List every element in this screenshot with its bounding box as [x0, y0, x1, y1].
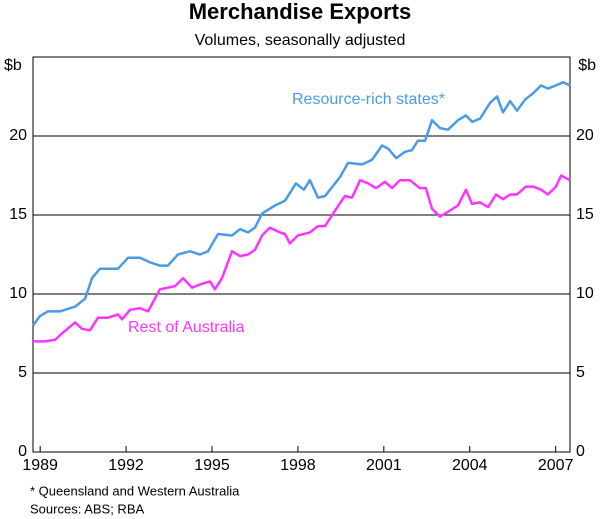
- y-tick-label: 15: [9, 206, 27, 223]
- y-tick-label: 5: [18, 364, 27, 381]
- y-tick-label: 20: [9, 127, 27, 144]
- series-label: Resource-rich states*: [292, 91, 445, 108]
- x-tick-label: 1995: [194, 457, 230, 474]
- y-tick-label-right: 15: [576, 206, 594, 223]
- x-tick-label: 2007: [538, 457, 574, 474]
- y-tick-label-right: 5: [576, 364, 585, 381]
- series-line: [33, 174, 571, 343]
- x-tick-label: 2001: [366, 457, 402, 474]
- x-tick-label: 2004: [452, 457, 488, 474]
- x-tick-label: 1989: [22, 457, 58, 474]
- y-unit-right: $b: [578, 57, 596, 74]
- sources: Sources: ABS; RBA: [30, 501, 144, 516]
- chart-subtitle: Volumes, seasonally adjusted: [195, 32, 406, 49]
- series-line: [31, 81, 571, 327]
- series-label: Rest of Australia: [128, 319, 245, 336]
- chart-title: Merchandise Exports: [189, 0, 412, 24]
- y-tick-label: 0: [18, 443, 27, 460]
- y-tick-label-right: 0: [576, 443, 585, 460]
- y-unit-left: $b: [4, 57, 22, 74]
- footnote: * Queensland and Western Australia: [30, 483, 240, 498]
- x-tick-label: 1992: [108, 457, 144, 474]
- y-tick-label-right: 20: [576, 127, 594, 144]
- y-tick-label-right: 10: [576, 285, 594, 302]
- y-tick-label: 10: [9, 285, 27, 302]
- plot-frame: [32, 56, 571, 453]
- x-tick-label: 1998: [280, 457, 316, 474]
